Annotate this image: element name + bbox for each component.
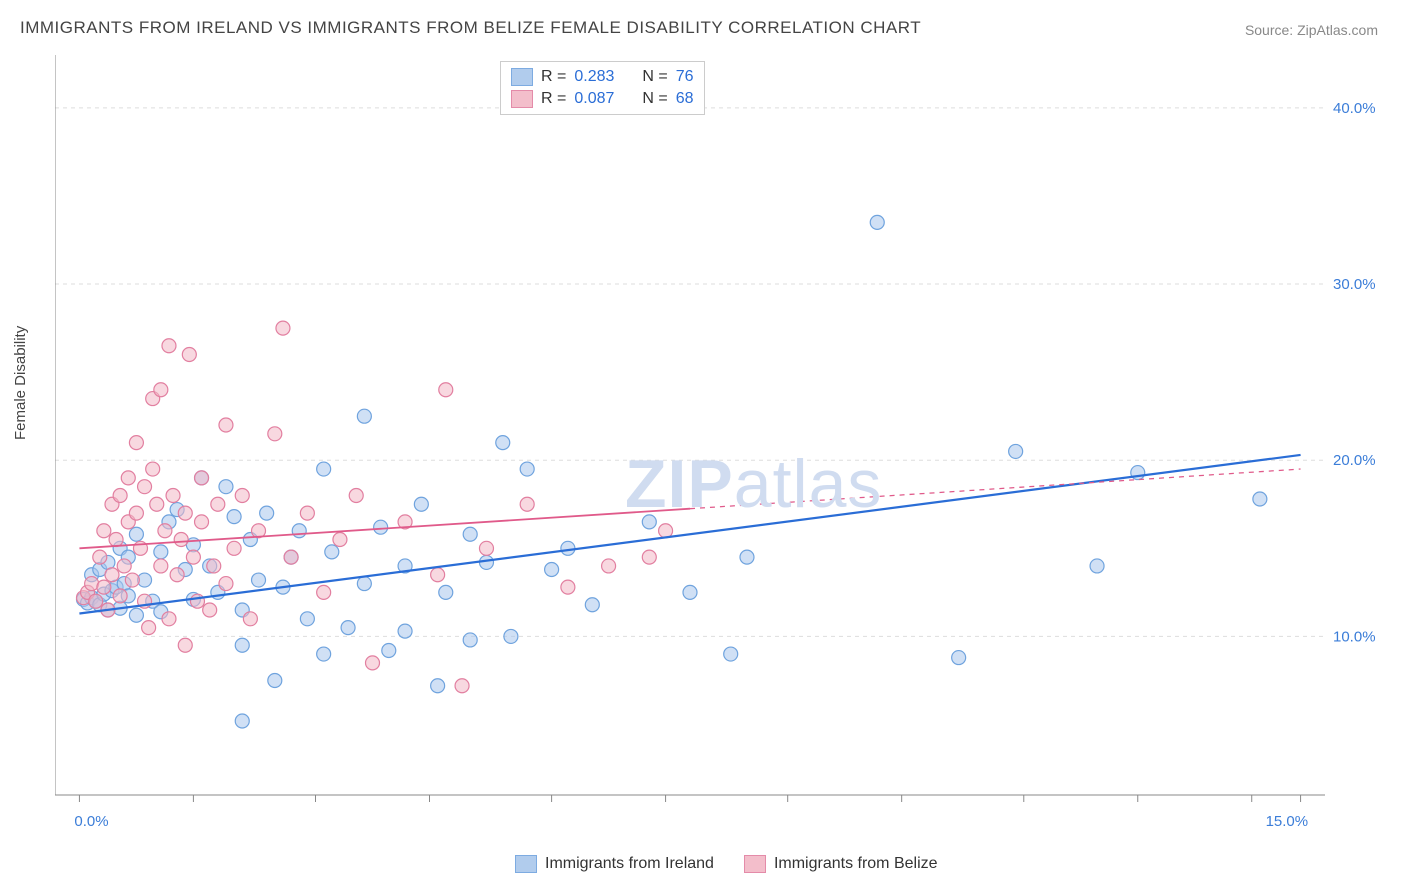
legend-swatch [744, 855, 766, 873]
legend-correlation-row: R = 0.087 N = 68 [511, 88, 694, 110]
legend-n-value: 68 [676, 90, 694, 108]
svg-text:20.0%: 20.0% [1333, 452, 1375, 469]
legend-r-label: R = [541, 90, 566, 108]
legend-series-name: Immigrants from Belize [774, 855, 938, 873]
legend-series: Immigrants from Ireland Immigrants from B… [515, 855, 938, 873]
legend-correlation-row: R = 0.283 N = 76 [511, 66, 694, 88]
source-label: Source: ZipAtlas.com [1245, 22, 1378, 38]
legend-swatch [511, 90, 533, 108]
legend-r-value: 0.283 [574, 68, 614, 86]
legend-n-label: N = [642, 90, 667, 108]
legend-series-item: Immigrants from Ireland [515, 855, 714, 873]
svg-text:10.0%: 10.0% [1333, 628, 1375, 645]
legend-swatch [511, 68, 533, 86]
legend-r-label: R = [541, 68, 566, 86]
chart-area: 10.0%20.0%30.0%40.0% 0.0%15.0% [55, 55, 1375, 825]
legend-correlation: R = 0.283 N = 76 R = 0.087 N = 68 [500, 61, 705, 115]
y-axis-label: Female Disability [12, 326, 29, 440]
x-tick-label: 0.0% [74, 813, 108, 830]
scatter-chart: 10.0% 20.0% 30.0% 40.0% [55, 55, 1375, 825]
svg-text:30.0%: 30.0% [1333, 276, 1375, 293]
x-tick-label: 15.0% [1266, 813, 1309, 830]
svg-text:40.0%: 40.0% [1333, 100, 1375, 117]
legend-series-item: Immigrants from Belize [744, 855, 938, 873]
legend-series-name: Immigrants from Ireland [545, 855, 714, 873]
legend-swatch [515, 855, 537, 873]
legend-r-value: 0.087 [574, 90, 614, 108]
legend-n-label: N = [642, 68, 667, 86]
chart-title: IMMIGRANTS FROM IRELAND VS IMMIGRANTS FR… [20, 18, 921, 38]
legend-n-value: 76 [676, 68, 694, 86]
